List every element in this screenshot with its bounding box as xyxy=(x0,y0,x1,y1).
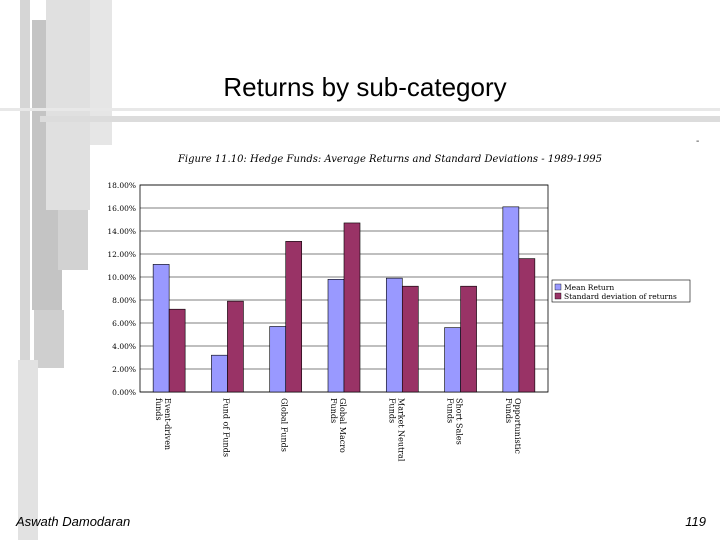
chart-title: Figure 11.10: Hedge Funds: Average Retur… xyxy=(177,154,602,165)
page-number: 119 xyxy=(685,514,706,529)
y-tick-label: 2.00% xyxy=(112,365,136,374)
y-tick-label: 12.00% xyxy=(107,250,136,259)
decorative-bar xyxy=(90,0,112,145)
x-category-label-line: Fund of Funds xyxy=(221,398,230,457)
x-category-label-line: Funds xyxy=(504,398,513,423)
x-category-label-line: Market Neutral xyxy=(396,398,405,462)
decorative-bar xyxy=(46,0,90,210)
corner-mark: - xyxy=(696,136,700,147)
y-tick-label: 10.00% xyxy=(107,273,136,282)
bar-stdev xyxy=(460,285,477,393)
x-category-label-line: Funds xyxy=(387,398,396,423)
x-category-label-line: funds xyxy=(154,398,163,421)
x-category-label-line: Short Sales xyxy=(455,398,464,445)
legend-label: Standard deviation of returns xyxy=(564,292,677,301)
x-category-label: Global MacroFunds xyxy=(329,398,347,453)
chart: Figure 11.10: Hedge Funds: Average Retur… xyxy=(90,140,710,510)
bar-mean xyxy=(502,206,520,393)
y-tick-label: 14.00% xyxy=(107,227,136,236)
x-category-label-line: Funds xyxy=(329,398,338,423)
x-category-label: Global Funds xyxy=(280,398,289,452)
y-tick-label: 8.00% xyxy=(112,296,136,305)
bar-mean xyxy=(385,277,403,393)
x-category-label-line: Opportunistic xyxy=(513,398,522,454)
x-category-label-line: Global Funds xyxy=(280,398,289,452)
bar-stdev xyxy=(168,308,186,393)
bar-mean xyxy=(269,326,287,393)
x-category-label: Fund of Funds xyxy=(221,398,230,457)
legend-box xyxy=(551,279,691,303)
chart-svg: Figure 11.10: Hedge Funds: Average Retur… xyxy=(107,154,691,462)
x-category-label-line: Funds xyxy=(446,398,455,423)
y-tick-label: 18.00% xyxy=(107,181,136,190)
legend-label: Mean Return xyxy=(564,283,614,292)
bar-mean xyxy=(211,354,228,393)
legend-swatch xyxy=(554,292,562,300)
decorative-bar xyxy=(58,210,88,270)
x-category-label: Event-drivenfunds xyxy=(154,398,172,450)
bar-stdev xyxy=(343,222,361,393)
title-rule-shadow xyxy=(40,116,720,122)
bar-mean xyxy=(444,327,461,393)
x-category-label-line: Event-driven xyxy=(163,398,172,450)
decorative-bar xyxy=(34,310,64,368)
bar-mean xyxy=(327,279,345,393)
bar-stdev xyxy=(518,258,536,393)
x-category-label: OpportunisticFunds xyxy=(504,398,522,454)
bar-mean xyxy=(152,264,170,393)
bar-stdev xyxy=(285,241,303,393)
y-tick-label: 16.00% xyxy=(107,204,136,213)
x-category-label: Market NeutralFunds xyxy=(387,398,405,462)
decorative-bar xyxy=(20,0,30,540)
bar-stdev xyxy=(401,285,419,393)
y-tick-label: 4.00% xyxy=(112,342,136,351)
y-tick-label: 0.00% xyxy=(112,388,136,397)
legend-swatch xyxy=(554,283,562,291)
slide-title: Returns by sub-category xyxy=(223,72,507,102)
bar-stdev xyxy=(227,300,244,393)
y-tick-label: 6.00% xyxy=(112,319,136,328)
decorative-bar xyxy=(18,360,38,540)
x-category-label: Short SalesFunds xyxy=(446,398,464,445)
title-rule xyxy=(0,108,720,111)
footer-author: Aswath Damodaran xyxy=(16,514,131,529)
x-category-label-line: Global Macro xyxy=(338,398,347,453)
